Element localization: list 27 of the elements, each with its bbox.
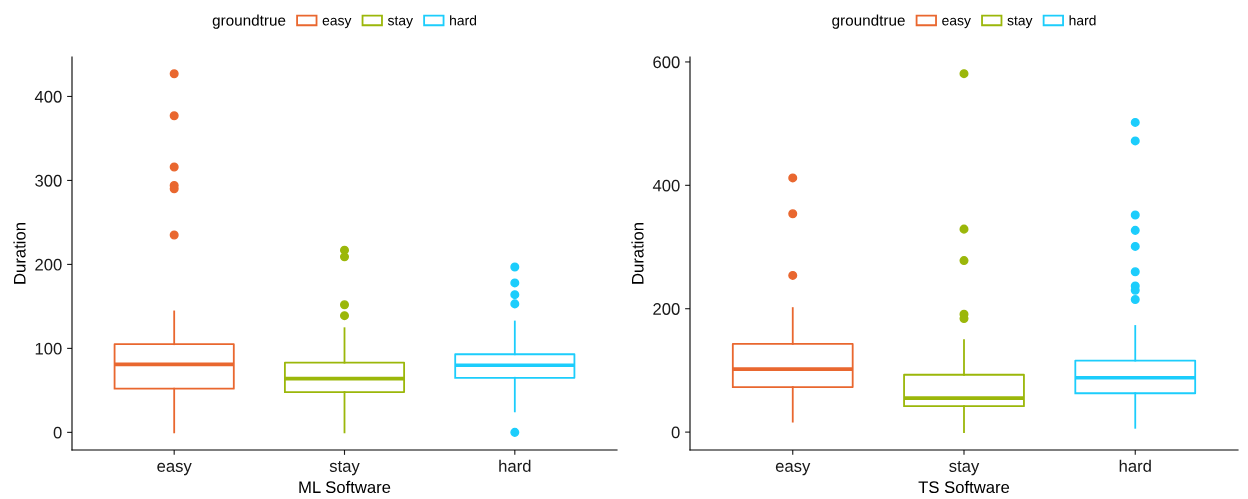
- y-tick-label: 200: [653, 303, 680, 315]
- x-tick-label: hard: [1119, 459, 1151, 472]
- legend-label: easy: [322, 17, 352, 29]
- y-axis-title: Duration: [13, 223, 26, 284]
- x-tick-label: hard: [499, 459, 531, 472]
- y-tick-label: 400: [34, 90, 62, 103]
- y-tick-label: 100: [35, 342, 62, 355]
- legend-label: easy: [942, 17, 971, 29]
- y-tick-label: 0: [671, 426, 680, 439]
- legend-label: stay: [387, 16, 413, 29]
- legend-title: groundtrue: [212, 14, 286, 29]
- y-tick-label: 300: [35, 174, 62, 187]
- legend-label: hard: [1069, 15, 1096, 26]
- y-tick-label: 400: [652, 179, 680, 192]
- x-axis-title: ML Software: [299, 480, 391, 494]
- y-tick-label: 0: [53, 426, 62, 439]
- y-tick-label: 200: [35, 258, 62, 271]
- legend-label: hard: [450, 15, 477, 26]
- x-tick-label: stay: [329, 461, 360, 476]
- x-tick-label: easy: [775, 462, 811, 476]
- legend-label: stay: [1007, 16, 1033, 29]
- x-axis-title: TS Software: [918, 480, 1010, 494]
- x-tick-label: easy: [157, 462, 192, 476]
- x-tick-label: stay: [949, 461, 980, 476]
- y-axis-title: Duration: [631, 223, 644, 284]
- y-tick-label: 600: [653, 56, 680, 69]
- legend-title: groundtrue: [832, 14, 905, 29]
